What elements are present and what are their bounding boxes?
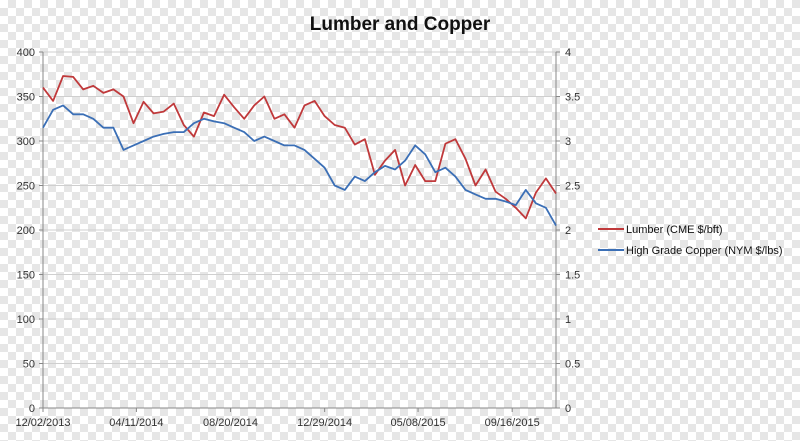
right-axis-ticks: 0 0.5 1 1.5 2 2.5 3 3.5 4 (556, 47, 580, 415)
x-tick-label: 12/29/2014 (297, 417, 352, 429)
right-tick-label: 0.5 (565, 359, 580, 371)
x-tick-label: 12/02/2013 (15, 417, 70, 429)
x-tick-label: 05/08/2015 (391, 417, 446, 429)
gridlines (43, 51, 556, 364)
series-line (42, 104, 557, 227)
legend-label: High Grade Copper (NYM $/lbs) (626, 245, 783, 257)
right-tick-label: 0 (565, 403, 571, 415)
left-tick-label: 200 (17, 225, 35, 237)
right-tick-label: 3 (565, 136, 571, 148)
left-tick-label: 250 (17, 181, 35, 193)
right-tick-label: 1 (565, 314, 571, 326)
right-tick-label: 2 (565, 225, 571, 237)
left-tick-label: 150 (17, 270, 35, 282)
left-tick-label: 0 (29, 403, 35, 415)
left-axis-ticks: 0 50 100 150 200 250 300 350 400 (17, 47, 43, 415)
left-tick-label: 100 (17, 314, 35, 326)
legend-label: Lumber (CME $/bft) (626, 224, 723, 236)
left-tick-label: 300 (17, 136, 35, 148)
series-line (42, 75, 557, 220)
x-axis-ticks: 12/02/2013 04/11/2014 08/20/2014 12/29/2014… (15, 408, 540, 429)
x-tick-label: 09/16/2015 (485, 417, 540, 429)
series-lines (42, 75, 557, 227)
legend: Lumber (CME $/bft) High Grade Copper (NYM… (598, 224, 783, 257)
chart-title: Lumber and Copper (310, 14, 491, 35)
left-tick-label: 400 (17, 47, 35, 59)
right-tick-label: 2.5 (565, 181, 580, 193)
x-tick-label: 08/20/2014 (203, 417, 258, 429)
x-tick-label: 04/11/2014 (109, 417, 163, 429)
left-tick-label: 50 (23, 359, 35, 371)
right-tick-label: 4 (565, 47, 571, 59)
left-tick-label: 350 (17, 92, 35, 104)
right-tick-label: 3.5 (565, 92, 580, 104)
right-tick-label: 1.5 (565, 270, 580, 282)
